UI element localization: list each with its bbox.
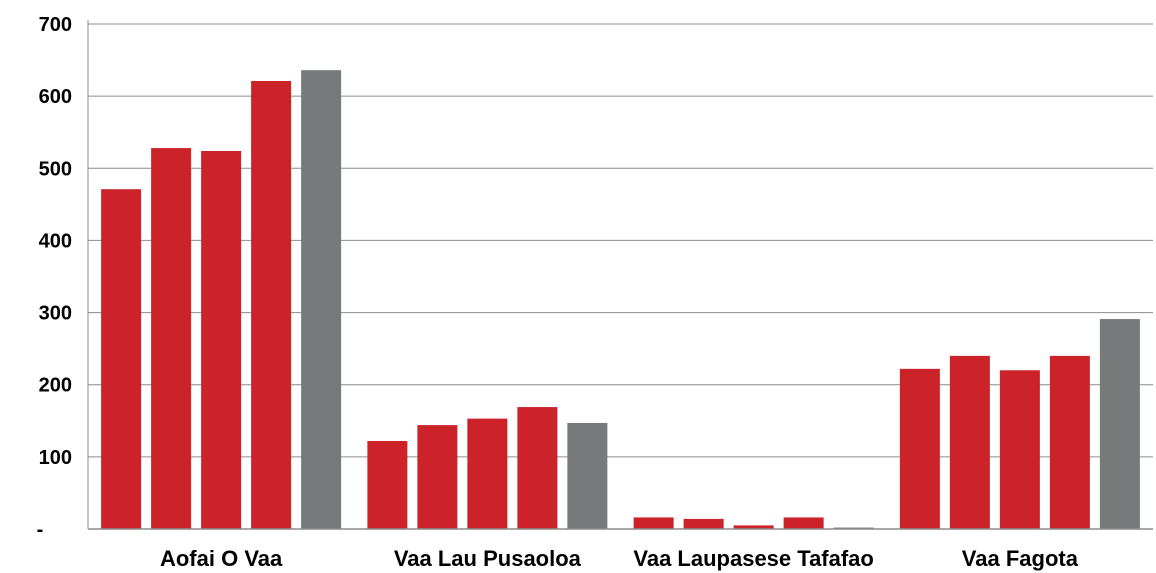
bar [633, 517, 674, 529]
y-tick-label: 700 [39, 14, 72, 36]
gridlines [87, 20, 1153, 529]
y-tick-label: - [37, 519, 44, 541]
x-axis-labels: Aofai O Vaa Vaa Lau Pusaoloa Vaa Laupasese… [160, 546, 1079, 571]
bar [683, 518, 724, 529]
bar [999, 370, 1040, 529]
y-tick-label: 200 [39, 375, 72, 397]
bar [101, 189, 142, 529]
x-category-label: Vaa Lau Pusaoloa [394, 546, 582, 571]
bar [517, 407, 558, 529]
y-tick-label: 500 [39, 158, 72, 180]
bar [1099, 319, 1140, 529]
y-axis-ticks: - 100 200 300 400 500 600 700 [37, 14, 72, 541]
bar [467, 418, 508, 529]
bar [201, 150, 242, 529]
bar [251, 80, 292, 529]
bar [733, 525, 774, 529]
y-tick-label: 300 [39, 303, 72, 325]
x-category-label: Vaa Fagota [962, 546, 1079, 571]
bar [783, 517, 824, 529]
bar [567, 422, 608, 529]
bar [949, 355, 990, 529]
bar [367, 440, 408, 529]
y-tick-label: 600 [39, 86, 72, 108]
bar [151, 148, 192, 530]
bar [899, 368, 940, 529]
bar [301, 70, 342, 530]
y-tick-label: 100 [39, 447, 72, 469]
bars [101, 70, 1140, 530]
x-category-label: Vaa Laupasese Tafafao [633, 546, 874, 571]
bar [417, 425, 458, 529]
x-category-label: Aofai O Vaa [160, 546, 283, 571]
y-tick-label: 400 [39, 230, 72, 252]
bar [1049, 355, 1090, 529]
